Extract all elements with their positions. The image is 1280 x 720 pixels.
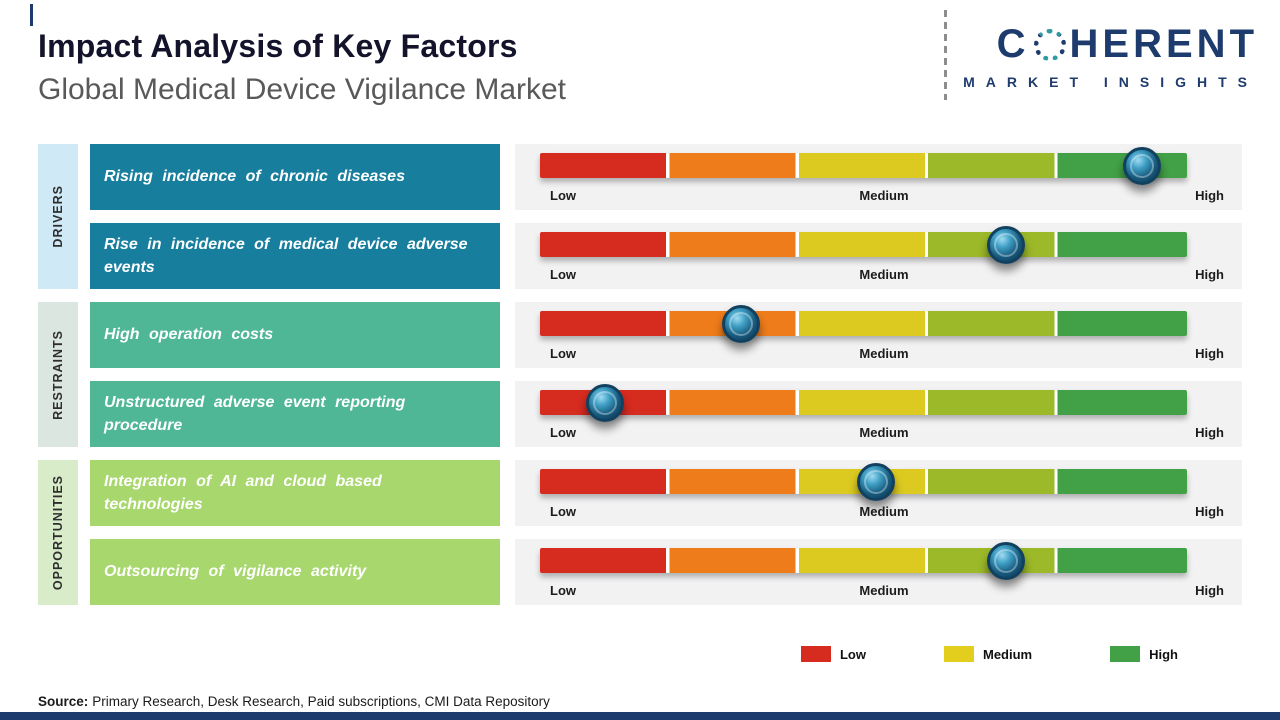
gauge-scale: Low Medium High [540,583,1242,599]
gauge-scale: Low Medium High [540,504,1242,520]
page-title: Impact Analysis of Key Factors [38,28,518,64]
group-restraints: RESTRAINTS High operation costs Low Medi… [38,302,1242,447]
impact-gauge: Low Medium High [515,302,1242,368]
company-logo: C HERENT MARKET INSIGHTS [963,22,1258,90]
scale-label-high: High [1195,583,1224,598]
logo-text-rest: HERENT [1069,22,1258,66]
logo-tagline: MARKET INSIGHTS [963,74,1258,90]
legend-label-high: High [1149,646,1178,662]
group-label-restraints: RESTRAINTS [38,302,78,447]
gauge-scale: Low Medium High [540,188,1242,204]
impact-gauge: Low Medium High [515,381,1242,447]
scale-label-high: High [1195,267,1224,282]
scale-label-low: Low [550,267,576,282]
scale-label-high: High [1195,504,1224,519]
factor-row: Integration of AI and cloud based techno… [90,460,1242,526]
scale-label-high: High [1195,346,1224,361]
scale-label-high: High [1195,188,1224,203]
impact-gauge: Low Medium High [515,144,1242,210]
scale-label-medium: Medium [859,267,909,282]
group-label-text: DRIVERS [51,185,65,248]
gauge-marker [721,304,760,343]
gauge-marker [585,383,624,422]
source-note: Source: Primary Research, Desk Research, … [38,694,550,709]
gauge-bar [540,146,1187,185]
factor-row: Outsourcing of vigilance activity Low Me… [90,539,1242,605]
scale-label-medium: Medium [859,188,909,203]
legend-label-medium: Medium [982,646,1033,662]
scale-label-low: Low [550,583,576,598]
logo-text-c: C [996,22,1030,66]
impact-chart: DRIVERS Rising incidence of chronic dise… [38,144,1242,605]
scale-label-low: Low [550,425,576,440]
factor-row: Unstructured adverse event reporting pro… [90,381,1242,447]
group-drivers: DRIVERS Rising incidence of chronic dise… [38,144,1242,289]
gauge-bar [540,383,1187,422]
source-text: Primary Research, Desk Research, Paid su… [92,694,550,709]
scale-label-medium: Medium [859,504,909,519]
impact-gauge: Low Medium High [515,460,1242,526]
factor-label: Rise in incidence of medical device adve… [90,223,500,289]
legend-swatch-medium [943,646,974,662]
legend-label-low: Low [839,646,866,662]
group-label-drivers: DRIVERS [38,144,78,289]
gauge-marker [986,541,1025,580]
gauge-scale: Low Medium High [540,267,1242,283]
legend-swatch-high [1110,646,1141,662]
gauge-marker [1122,146,1161,185]
factor-row: Rise in incidence of medical device adve… [90,223,1242,289]
group-rows-drivers: Rising incidence of chronic diseases Low… [90,144,1242,289]
group-rows-restraints: High operation costs Low Medium High Uns [90,302,1242,447]
gauge-bar [540,304,1187,343]
scale-label-low: Low [550,188,576,203]
gauge-marker [986,225,1025,264]
corner-accent [30,4,33,26]
page-subtitle: Global Medical Device Vigilance Market [38,73,567,106]
gauge-bar [540,541,1187,580]
group-opportunities: OPPORTUNITIES Integration of AI and clou… [38,460,1242,605]
group-label-text: RESTRAINTS [51,329,65,420]
scale-label-low: Low [550,346,576,361]
group-label-text: OPPORTUNITIES [51,474,65,591]
legend-item-low: Low [800,646,866,662]
gauge-scale: Low Medium High [540,425,1242,441]
legend: Low Medium High [800,646,1178,662]
logo-o-icon [1033,28,1066,61]
factor-row: High operation costs Low Medium High [90,302,1242,368]
impact-gauge: Low Medium High [515,539,1242,605]
group-rows-opportunities: Integration of AI and cloud based techno… [90,460,1242,605]
logo-wordmark: C HERENT [963,22,1258,67]
scale-label-medium: Medium [859,583,909,598]
scale-label-medium: Medium [859,346,909,361]
bottom-accent-bar [0,712,1280,720]
scale-label-medium: Medium [859,425,909,440]
gauge-marker [857,462,896,501]
header: Impact Analysis of Key Factors Global Me… [38,28,566,107]
gauge-scale: Low Medium High [540,346,1242,362]
scale-label-high: High [1195,425,1224,440]
factor-row: Rising incidence of chronic diseases Low… [90,144,1242,210]
legend-item-high: High [1110,646,1178,662]
legend-swatch-low [800,646,831,662]
gauge-bar [540,462,1187,501]
impact-gauge: Low Medium High [515,223,1242,289]
gauge-bar [540,225,1187,264]
legend-item-medium: Medium [943,646,1033,662]
factor-label: High operation costs [90,302,500,368]
logo-divider [944,10,947,100]
source-label: Source: [38,694,89,709]
group-label-opportunities: OPPORTUNITIES [38,460,78,605]
factor-label: Integration of AI and cloud based techno… [90,460,500,526]
scale-label-low: Low [550,504,576,519]
factor-label: Unstructured adverse event reporting pro… [90,381,500,447]
factor-label: Rising incidence of chronic diseases [90,144,500,210]
factor-label: Outsourcing of vigilance activity [90,539,500,605]
